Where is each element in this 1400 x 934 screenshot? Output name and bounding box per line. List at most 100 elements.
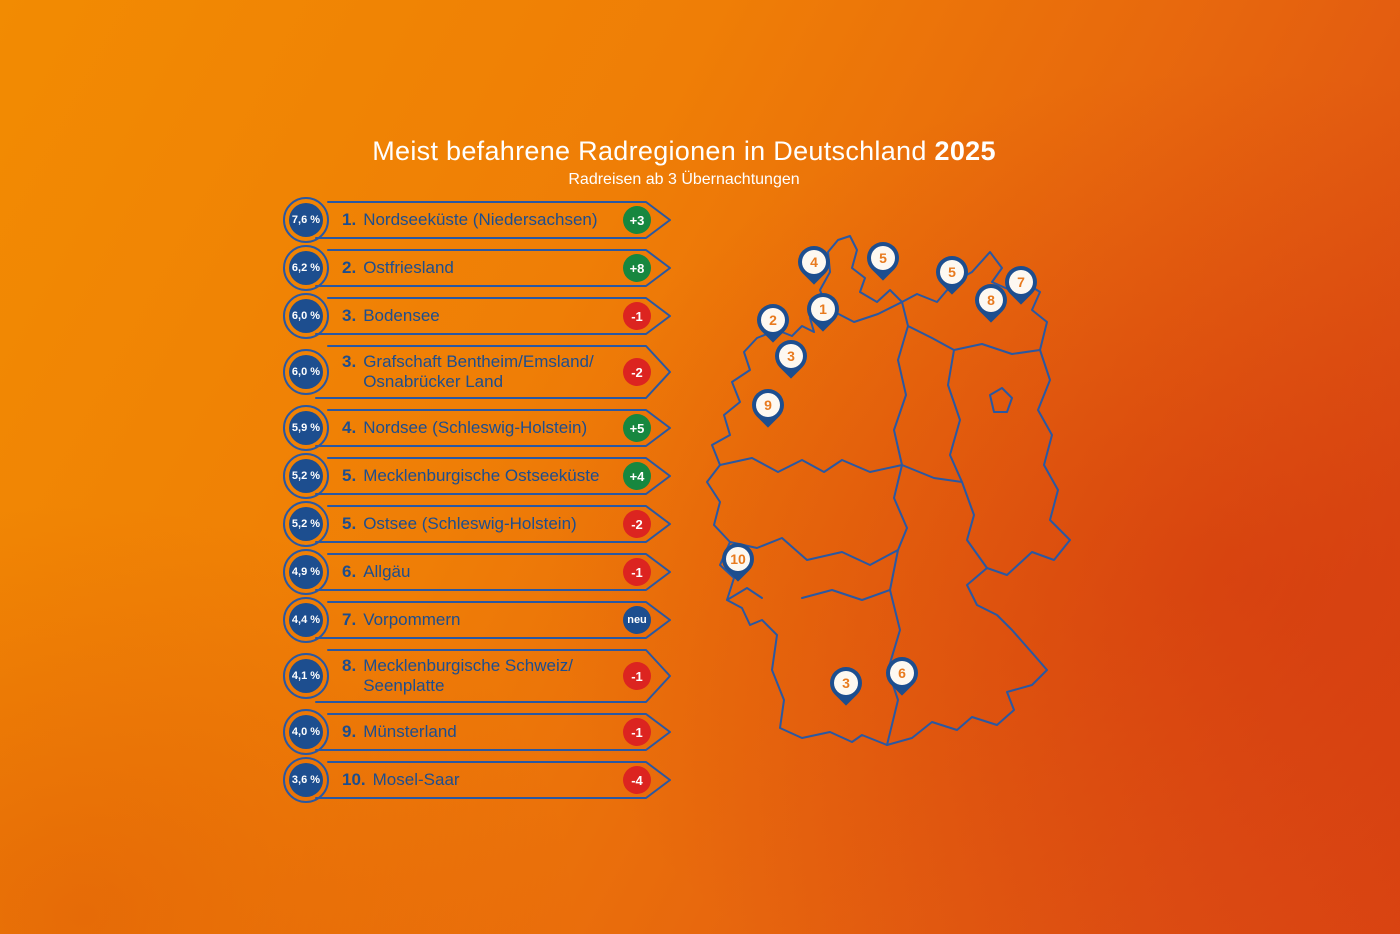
share-percentage: 7,6 % (283, 197, 329, 243)
rank-change-badge: +5 (623, 414, 651, 442)
region-rank: 9. (342, 721, 357, 741)
region-rank: 3. (342, 305, 357, 325)
ranking-row: 4,9 % 6. Allgäu -1 (283, 549, 672, 595)
map-pin: 3 (768, 333, 814, 379)
ranking-list: 7,6 % 1. Nordseeküste (Niedersachsen) +3… (283, 197, 672, 803)
row-banner-outline (315, 713, 671, 751)
region-name: Bodensee (363, 305, 440, 325)
header: Meist befahrene Radregionen in Deutschla… (284, 136, 1084, 189)
share-percentage: 5,9 % (283, 405, 329, 451)
region-label: 1. Nordseeküste (Niedersachsen) (342, 210, 610, 230)
share-percentage: 6,2 % (283, 245, 329, 291)
region-label: 4. Nordsee (Schleswig-Holstein) (342, 418, 610, 438)
ranking-row: 5,2 % 5. Mecklenburgische Ostseeküste +4 (283, 453, 672, 499)
rank-change-badge: -2 (623, 358, 651, 386)
region-name: Nordsee (Schleswig-Holstein) (363, 417, 588, 437)
map-pin-number: 4 (810, 254, 818, 270)
region-rank: 2. (342, 257, 357, 277)
row-banner-outline (315, 457, 671, 495)
map-pin: 2 (750, 297, 796, 343)
row-banner-outline (315, 761, 671, 799)
rank-change-badge: neu (623, 606, 651, 634)
map-pin: 8 (968, 277, 1014, 323)
rank-change-badge: -4 (623, 766, 651, 794)
map-pin-number: 2 (769, 312, 777, 328)
map-pin: 10 (715, 536, 761, 582)
ranking-row: 4,4 % 7. Vorpommern neu (283, 597, 672, 643)
region-label: 9. Münsterland (342, 722, 610, 742)
region-rank: 6. (342, 561, 357, 581)
row-banner-outline (315, 409, 671, 447)
region-label: 5. Ostsee (Schleswig-Holstein) (342, 514, 610, 534)
germany-map-svg (706, 235, 1071, 746)
rank-change-badge: -1 (623, 558, 651, 586)
ranking-row: 6,2 % 2. Ostfriesland +8 (283, 245, 672, 291)
rank-change-badge: -1 (623, 718, 651, 746)
germany-outline (706, 235, 1071, 746)
map-pin-number: 7 (1017, 274, 1025, 290)
region-label: 8. Mecklenburgische Schweiz/ Seenplatte (342, 656, 610, 696)
share-percentage: 6,0 % (283, 349, 329, 395)
map-pin: 4 (791, 239, 837, 285)
title-year: 2025 (934, 136, 996, 166)
row-banner-outline (315, 601, 671, 639)
ranking-row: 5,2 % 5. Ostsee (Schleswig-Holstein) -2 (283, 501, 672, 547)
ranking-row: 3,6 % 10. Mosel-Saar -4 (283, 757, 672, 803)
region-label: 10. Mosel-Saar (342, 770, 610, 790)
row-banner-outline (315, 345, 671, 399)
rank-change-badge: +3 (623, 206, 651, 234)
state-borders (719, 301, 1041, 746)
map-pin: 1 (800, 286, 846, 332)
share-percentage: 4,4 % (283, 597, 329, 643)
region-label: 3. Grafschaft Bentheim/Emsland/ Osnabrüc… (342, 352, 610, 392)
region-label: 3. Bodensee (342, 306, 610, 326)
region-label: 6. Allgäu (342, 562, 610, 582)
region-name: Ostsee (Schleswig-Holstein) (363, 513, 577, 533)
map-pin: 3 (823, 660, 869, 706)
row-banner-outline (315, 201, 671, 239)
region-name: Allgäu (363, 561, 411, 581)
ranking-row: 6,0 % 3. Bodensee -1 (283, 293, 672, 339)
ranking-row: 7,6 % 1. Nordseeküste (Niedersachsen) +3 (283, 197, 672, 243)
row-banner-outline (315, 505, 671, 543)
map-pin: 5 (929, 249, 975, 295)
region-rank: 8. (342, 655, 357, 675)
page-title: Meist befahrene Radregionen in Deutschla… (284, 136, 1084, 167)
page-subtitle: Radreisen ab 3 Übernachtungen (568, 171, 800, 188)
row-banner-outline (315, 297, 671, 335)
ranking-row: 4,0 % 9. Münsterland -1 (283, 709, 672, 755)
region-label: 2. Ostfriesland (342, 258, 610, 278)
germany-map: 4 5 5 7 8 1 2 3 9 10 3 6 (702, 230, 1082, 770)
share-percentage: 4,1 % (283, 653, 329, 699)
region-rank: 5. (342, 513, 357, 533)
share-percentage: 5,2 % (283, 453, 329, 499)
map-pin-number: 9 (764, 397, 772, 413)
ranking-row: 5,9 % 4. Nordsee (Schleswig-Holstein) +5 (283, 405, 672, 451)
map-pin-number: 5 (879, 250, 887, 266)
rank-change-badge: -1 (623, 662, 651, 690)
map-pin-number: 8 (987, 292, 995, 308)
rank-change-badge: -1 (623, 302, 651, 330)
row-banner-outline (315, 553, 671, 591)
ranking-row: 4,1 % 8. Mecklenburgische Schweiz/ Seenp… (283, 649, 672, 703)
region-name: Vorpommern (363, 609, 461, 629)
region-rank: 4. (342, 417, 357, 437)
map-pin: 6 (879, 650, 925, 696)
region-name: Mecklenburgische Ostseeküste (363, 465, 600, 485)
region-rank: 7. (342, 609, 357, 629)
region-name: Grafschaft Bentheim/Emsland/ Osnabrücker… (363, 351, 594, 391)
map-pin: 9 (745, 382, 791, 428)
row-banner-outline (315, 249, 671, 287)
region-rank: 1. (342, 209, 357, 229)
title-text: Meist befahrene Radregionen in Deutschla… (372, 136, 927, 166)
share-percentage: 5,2 % (283, 501, 329, 547)
share-percentage: 3,6 % (283, 757, 329, 803)
map-pin-number: 6 (898, 665, 906, 681)
map-pin: 5 (860, 235, 906, 281)
share-percentage: 4,0 % (283, 709, 329, 755)
rank-change-badge: -2 (623, 510, 651, 538)
share-percentage: 4,9 % (283, 549, 329, 595)
rank-change-badge: +4 (623, 462, 651, 490)
ranking-row: 6,0 % 3. Grafschaft Bentheim/Emsland/ Os… (283, 345, 672, 399)
